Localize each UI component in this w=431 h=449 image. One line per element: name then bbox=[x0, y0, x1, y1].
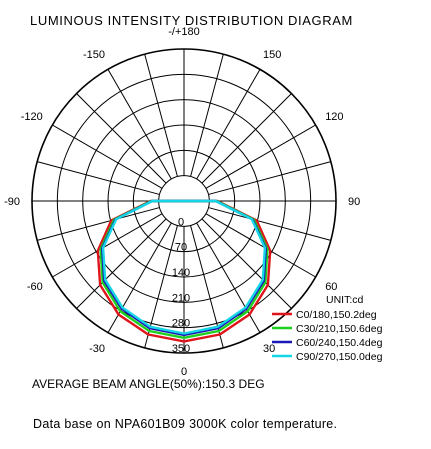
angle-label: -30 bbox=[89, 343, 105, 355]
grid-spoke bbox=[144, 54, 178, 177]
angle-label: -90 bbox=[4, 196, 20, 208]
angle-label: 120 bbox=[325, 111, 343, 123]
radial-tick-label: 0 bbox=[178, 216, 184, 228]
grid-spoke bbox=[205, 213, 316, 278]
grid-spoke bbox=[201, 93, 292, 184]
radial-tick-label: 140 bbox=[172, 267, 190, 279]
grid-spoke bbox=[37, 161, 160, 195]
grid-spoke bbox=[190, 54, 224, 177]
average-beam-angle: AVERAGE BEAM ANGLE(50%):150.3 DEG bbox=[32, 377, 265, 391]
angle-label: -60 bbox=[27, 281, 43, 293]
radial-tick-label: 210 bbox=[172, 292, 190, 304]
angle-label: 150 bbox=[263, 49, 281, 61]
grid-spoke bbox=[76, 218, 167, 309]
angle-label: -120 bbox=[21, 111, 43, 123]
legend-entry: C60/240,150.4deg bbox=[296, 337, 383, 349]
radial-tick-label: 70 bbox=[175, 242, 187, 254]
series-line bbox=[96, 199, 272, 343]
legend-entry: C90/270,150.0deg bbox=[296, 351, 383, 363]
angle-label: 90 bbox=[348, 196, 360, 208]
grid-spoke bbox=[205, 124, 316, 189]
legend-entry: C30/210,150.6deg bbox=[296, 323, 383, 335]
grid-spoke bbox=[107, 69, 172, 180]
chart-title: LUMINOUS INTENSITY DISTRIBUTION DIAGRAM bbox=[30, 13, 353, 28]
angle-label: -150 bbox=[83, 49, 105, 61]
grid-spoke bbox=[208, 207, 331, 241]
angle-label: 30 bbox=[263, 343, 275, 355]
database-note: Data base on NPA601B09 3000K color tempe… bbox=[33, 417, 338, 431]
angle-label: -/+180 bbox=[168, 26, 200, 38]
grid-spoke bbox=[201, 218, 292, 309]
grid-spoke bbox=[37, 207, 160, 241]
grid-spoke bbox=[208, 161, 331, 195]
grid-spoke bbox=[196, 69, 261, 180]
unit-label: UNIT:cd bbox=[326, 294, 364, 306]
radial-tick-label: 350 bbox=[172, 343, 190, 355]
grid-spoke bbox=[52, 124, 163, 189]
grid-spoke bbox=[52, 213, 163, 278]
angle-label: 0 bbox=[181, 366, 187, 378]
radial-tick-label: 280 bbox=[172, 318, 190, 330]
legend-entry: C0/180,150.2deg bbox=[296, 309, 377, 321]
grid-spoke bbox=[76, 93, 167, 184]
series-line bbox=[101, 199, 267, 335]
angle-label: 60 bbox=[325, 281, 337, 293]
